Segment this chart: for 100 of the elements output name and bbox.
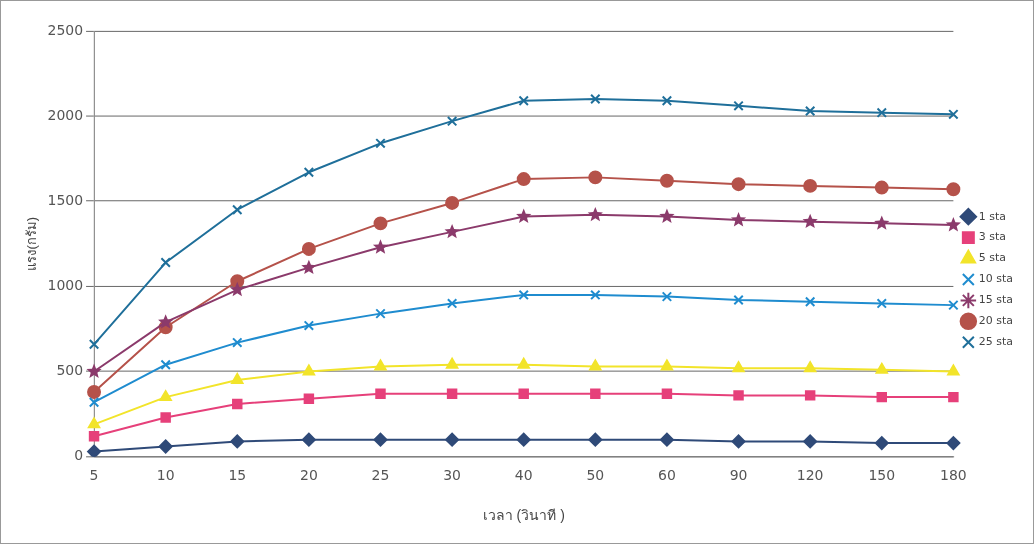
point <box>375 308 386 319</box>
point <box>88 431 100 442</box>
y-tick-label: 2000 <box>47 106 84 123</box>
point <box>876 391 887 403</box>
x-tick-label: 20 <box>299 466 318 483</box>
point <box>374 359 387 371</box>
point <box>230 434 245 449</box>
point <box>948 391 959 403</box>
point <box>875 362 888 374</box>
point <box>590 388 601 399</box>
point <box>158 439 173 454</box>
point <box>518 95 529 106</box>
point <box>160 359 171 370</box>
point <box>733 390 744 401</box>
point <box>444 223 460 239</box>
point <box>874 215 890 230</box>
point <box>445 195 460 210</box>
y-axis-title: แรง(กรัม) <box>24 217 40 271</box>
point <box>661 95 673 106</box>
point <box>373 432 388 447</box>
point <box>945 217 961 232</box>
point <box>803 178 818 193</box>
point <box>659 173 674 188</box>
point <box>804 105 816 117</box>
x-tick-label: 5 <box>89 466 99 483</box>
point <box>876 107 887 118</box>
point <box>946 182 961 197</box>
point <box>587 206 603 222</box>
x-tick-label: 120 <box>796 466 824 483</box>
point <box>87 385 102 399</box>
x-tick-label: 90 <box>729 466 748 483</box>
point <box>86 363 102 378</box>
legend-label: 20 sta <box>978 314 1013 328</box>
point <box>375 138 386 149</box>
point <box>229 281 245 297</box>
point <box>303 393 315 405</box>
legend-label: 1 sta <box>978 209 1007 223</box>
point <box>372 239 389 254</box>
y-tick-label: 2500 <box>47 21 84 38</box>
legend-label: 25 sta <box>978 335 1013 349</box>
point <box>445 357 459 369</box>
point <box>302 364 316 376</box>
point <box>946 436 961 451</box>
x-tick-label: 180 <box>940 466 967 483</box>
point <box>160 257 171 268</box>
point <box>517 357 530 369</box>
point <box>590 289 601 301</box>
x-tick-label: 25 <box>371 466 390 483</box>
point <box>375 388 386 399</box>
point <box>733 294 744 306</box>
point <box>516 172 531 187</box>
point <box>373 216 388 231</box>
point <box>446 388 458 399</box>
point <box>87 417 101 429</box>
point <box>731 177 746 192</box>
x-tick-label: 40 <box>514 466 533 483</box>
point <box>303 320 315 331</box>
point <box>589 359 602 371</box>
point <box>303 167 315 178</box>
point <box>231 373 244 385</box>
point <box>232 398 243 410</box>
point <box>588 432 603 447</box>
point <box>659 432 674 447</box>
point <box>232 337 243 348</box>
x-axis-title: เวลา (วินาที ) <box>482 506 565 523</box>
point <box>301 241 316 256</box>
point <box>874 436 889 451</box>
legend-label: 10 sta <box>978 272 1013 286</box>
x-tick-label: 15 <box>228 466 247 483</box>
point <box>516 208 532 223</box>
point <box>948 299 959 311</box>
x-tick-label: 60 <box>658 466 676 483</box>
point <box>947 364 960 376</box>
point <box>446 115 458 127</box>
point <box>874 180 889 195</box>
y-tick-label: 1000 <box>47 277 84 294</box>
point <box>518 289 529 301</box>
point <box>803 434 818 449</box>
point <box>88 396 100 408</box>
point <box>445 432 460 447</box>
point <box>731 434 746 449</box>
point <box>733 100 744 112</box>
point <box>661 388 673 399</box>
point <box>159 390 172 402</box>
point <box>160 412 171 423</box>
point <box>518 388 529 399</box>
point <box>301 432 316 447</box>
y-tick-label: 1500 <box>47 191 84 208</box>
point <box>158 314 174 329</box>
y-tick-label: 500 <box>56 362 84 379</box>
point <box>804 296 816 307</box>
point <box>803 361 817 373</box>
point <box>661 291 673 302</box>
point <box>446 298 458 309</box>
x-tick-label: 50 <box>586 466 605 483</box>
point <box>732 361 745 373</box>
point <box>730 211 747 227</box>
point <box>516 432 531 447</box>
point <box>590 93 601 105</box>
point <box>232 204 243 215</box>
